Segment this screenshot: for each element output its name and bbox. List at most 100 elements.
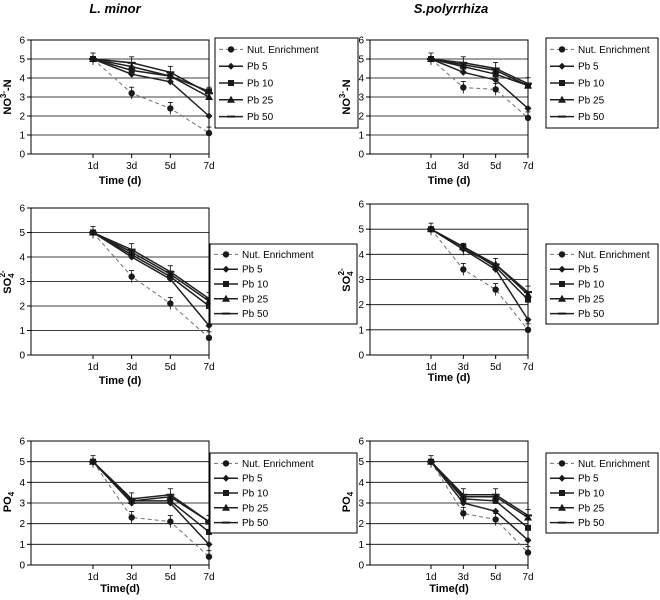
legend-swatch-marker — [222, 265, 230, 273]
data-point — [205, 297, 213, 300]
series-5 — [427, 222, 532, 299]
data-point — [492, 507, 500, 515]
y-tick-label: 0 — [358, 561, 364, 572]
y-tick-label: 5 — [358, 457, 364, 468]
y-axis-label: PO4 — [2, 491, 16, 512]
series-1 — [427, 225, 532, 336]
data-point — [491, 67, 500, 70]
legend-entry: Pb 25 — [242, 503, 269, 514]
series-5 — [89, 226, 213, 305]
series-line — [92, 58, 210, 94]
legend-swatch-marker — [558, 115, 566, 118]
y-tick-label: 2 — [358, 519, 364, 530]
legend-swatch-marker — [227, 62, 235, 70]
x-tick-label: 3d — [126, 572, 137, 583]
data-point — [128, 90, 135, 97]
legend-entry: Nut. Enrichment — [578, 459, 650, 470]
data-point — [166, 493, 175, 496]
x-axis-label: Time (d) — [428, 372, 471, 384]
data-point — [492, 286, 499, 293]
x-axis-label: Time (d) — [99, 175, 142, 187]
y-axis-label-sub: 4 — [346, 491, 355, 496]
y-tick-label: 1 — [19, 540, 25, 551]
legend-entry: Pb 10 — [247, 79, 274, 90]
y-axis-label: NO3--N — [0, 79, 14, 114]
data-point — [167, 497, 174, 504]
y-axis-label: PO4 — [341, 491, 355, 512]
legend: Nut. Enrichment Pb 5 Pb 10 Pb 25 Pb 50 — [214, 37, 359, 129]
x-tick-label: 3d — [458, 362, 469, 373]
legend-swatch-marker — [559, 281, 565, 287]
y-axis-label-sup: 3- — [338, 91, 347, 98]
legend-entry: Pb 50 — [247, 112, 274, 123]
y-axis-label-main: NO — [2, 98, 14, 115]
y-axis-label-sub: 4 — [7, 273, 16, 278]
data-point — [491, 493, 500, 496]
y-tick-label: 6 — [358, 437, 364, 448]
data-point — [205, 129, 213, 137]
series-5 — [89, 52, 213, 100]
legend-swatch-marker — [227, 46, 235, 53]
y-tick-label: 3 — [358, 499, 364, 510]
data-point — [524, 82, 532, 85]
data-point — [89, 231, 97, 234]
x-axis-label: Time (d) — [428, 175, 471, 187]
x-tick-label: 7d — [203, 572, 214, 583]
series-line — [430, 58, 529, 119]
x-tick-label: 3d — [126, 362, 137, 373]
series-line — [92, 461, 210, 523]
y-tick-label: 4 — [19, 253, 25, 264]
legend-swatch-marker — [559, 80, 565, 86]
data-point — [460, 510, 467, 517]
y-tick-label: 6 — [358, 36, 364, 47]
legend-entry: Pb 5 — [247, 62, 268, 73]
x-axis-label: Time(d) — [100, 583, 140, 595]
legend-swatch-marker — [558, 503, 566, 511]
legend-entry: Pb 25 — [578, 95, 605, 106]
legend-swatch-marker — [558, 265, 566, 273]
legend-swatch-marker — [222, 521, 230, 524]
series-line — [430, 461, 529, 553]
data-point — [89, 58, 97, 60]
y-tick-label: 1 — [19, 131, 25, 142]
series-line — [430, 461, 529, 517]
y-tick-label: 4 — [19, 478, 25, 489]
data-point — [524, 514, 532, 517]
legend-swatch-marker — [558, 474, 566, 482]
data-point — [459, 68, 467, 76]
series-line — [430, 58, 529, 109]
legend-swatch-marker — [559, 490, 565, 496]
y-axis-label-sup: 2- — [0, 270, 7, 277]
series-line — [92, 231, 210, 327]
series-line — [430, 228, 529, 331]
data-point — [127, 497, 136, 500]
data-point — [459, 248, 468, 251]
legend-entry: Pb 5 — [578, 62, 599, 73]
data-point — [167, 300, 174, 307]
legend-swatch-marker — [222, 474, 230, 482]
x-tick-label: 1d — [87, 161, 98, 172]
y-axis-label: NO3--N — [338, 79, 353, 114]
chart-title: L. minor — [89, 1, 141, 16]
x-tick-label: 1d — [87, 362, 98, 373]
legend-entry: Nut. Enrichment — [242, 250, 314, 261]
legend-entry: Pb 5 — [578, 474, 599, 485]
y-tick-label: 6 — [358, 200, 364, 211]
legend: Nut. Enrichment Pb 5 Pb 10 Pb 25 Pb 50 — [209, 452, 358, 534]
data-point — [525, 524, 531, 531]
legend-entry: Pb 50 — [578, 309, 605, 320]
x-tick-label: 7d — [522, 161, 533, 172]
legend-entry: Pb 25 — [578, 294, 605, 305]
x-tick-label: 5d — [490, 362, 501, 373]
legend-swatch-marker — [222, 294, 230, 302]
y-tick-label: 1 — [358, 540, 364, 551]
data-point — [167, 518, 174, 525]
data-point — [205, 520, 213, 523]
legend-swatch-marker — [227, 115, 235, 118]
data-point — [524, 104, 532, 112]
series-line — [92, 461, 210, 558]
